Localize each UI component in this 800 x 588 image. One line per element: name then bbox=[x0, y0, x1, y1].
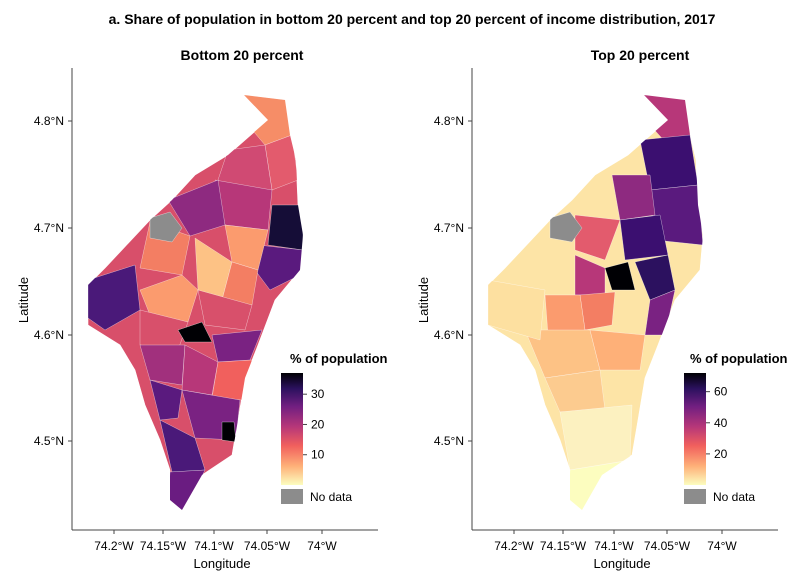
district bbox=[197, 289, 253, 331]
district bbox=[139, 344, 186, 386]
x-tick-label: 74.05°W bbox=[644, 539, 691, 553]
legend: % of population No data 60 40 20 bbox=[684, 351, 788, 504]
district bbox=[149, 379, 183, 421]
y-tick-label: 4.6°N bbox=[434, 328, 464, 342]
y-axis-label: Latitude bbox=[16, 277, 31, 323]
district bbox=[604, 261, 636, 291]
y-tick-label: 4.7°N bbox=[434, 221, 464, 235]
legend-no-data-swatch bbox=[281, 489, 303, 504]
legend-tick-label: 20 bbox=[311, 417, 325, 431]
x-tick-label: 74.2°W bbox=[94, 539, 134, 553]
x-tick-label: 74°W bbox=[307, 539, 337, 553]
city-map bbox=[487, 94, 704, 511]
district-no-data bbox=[149, 211, 183, 243]
legend-colorbar bbox=[684, 373, 706, 485]
y-tick-label: 4.8°N bbox=[434, 114, 464, 128]
x-ticks: 74.2°W 74.15°W 74.1°W 74.05°W 74°W bbox=[494, 530, 737, 553]
legend-title: % of population bbox=[690, 351, 788, 366]
x-tick-label: 74.2°W bbox=[494, 539, 534, 553]
district bbox=[267, 204, 303, 251]
city-map bbox=[87, 94, 304, 511]
panel-bottom-20: Bottom 20 percent 4.8°N 4.7°N 4.6°N 4.5°… bbox=[16, 47, 388, 571]
x-axis-label: Longitude bbox=[593, 556, 650, 571]
district bbox=[211, 359, 253, 401]
district bbox=[574, 214, 621, 261]
district bbox=[177, 321, 213, 343]
x-ticks: 74.2°W 74.15°W 74.1°W 74.05°W 74°W bbox=[94, 530, 337, 553]
district-no-data bbox=[549, 211, 583, 243]
panel-title: Top 20 percent bbox=[591, 47, 690, 63]
y-ticks: 4.8°N 4.7°N 4.6°N 4.5°N bbox=[34, 114, 72, 448]
y-tick-label: 4.5°N bbox=[34, 434, 64, 448]
x-tick-label: 74°W bbox=[707, 539, 737, 553]
district bbox=[544, 294, 586, 336]
x-tick-label: 74.05°W bbox=[244, 539, 291, 553]
x-tick-label: 74.15°W bbox=[540, 539, 587, 553]
panel-top-20: Top 20 percent 4.8°N 4.7°N 4.6°N 4.5°N 7… bbox=[416, 47, 788, 571]
y-tick-label: 4.6°N bbox=[34, 328, 64, 342]
y-tick-label: 4.8°N bbox=[34, 114, 64, 128]
figure-title: a. Share of population in bottom 20 perc… bbox=[109, 11, 716, 27]
y-tick-label: 4.5°N bbox=[434, 434, 464, 448]
legend-tick-label: 40 bbox=[714, 416, 728, 430]
y-tick-label: 4.7°N bbox=[34, 221, 64, 235]
x-axis-label: Longitude bbox=[193, 556, 250, 571]
legend-no-data-label: No data bbox=[310, 490, 352, 504]
legend-tick-label: 20 bbox=[714, 447, 728, 461]
district bbox=[167, 179, 226, 237]
legend-colorbar bbox=[281, 373, 303, 485]
y-ticks: 4.8°N 4.7°N 4.6°N 4.5°N bbox=[434, 114, 472, 448]
legend-title: % of population bbox=[290, 351, 388, 366]
district bbox=[589, 329, 646, 371]
district bbox=[221, 421, 237, 443]
y-axis-label: Latitude bbox=[416, 277, 431, 323]
district bbox=[488, 279, 546, 341]
district bbox=[619, 214, 669, 261]
legend-no-data-label: No data bbox=[713, 490, 755, 504]
district bbox=[88, 264, 141, 331]
district bbox=[559, 404, 633, 471]
district bbox=[211, 329, 263, 363]
district bbox=[579, 291, 616, 331]
x-tick-label: 74.15°W bbox=[140, 539, 187, 553]
legend-tick-label: 30 bbox=[311, 387, 325, 401]
legend: % of population No data 30 20 10 bbox=[281, 351, 388, 504]
panel-title: Bottom 20 percent bbox=[181, 47, 304, 63]
district bbox=[167, 469, 206, 510]
legend-tick-label: 10 bbox=[311, 448, 325, 462]
x-tick-label: 74.1°W bbox=[594, 539, 634, 553]
legend-tick-label: 60 bbox=[714, 385, 728, 399]
district bbox=[611, 174, 656, 221]
x-tick-label: 74.1°W bbox=[194, 539, 234, 553]
legend-no-data-swatch bbox=[684, 489, 706, 504]
